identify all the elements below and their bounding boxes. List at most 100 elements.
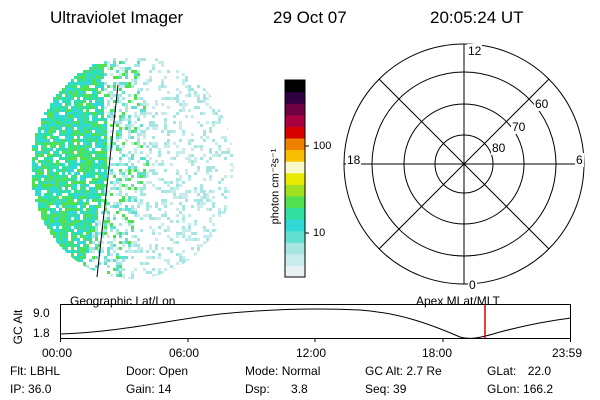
emission-pixel xyxy=(56,235,59,238)
emission-pixel xyxy=(116,178,119,181)
emission-pixel xyxy=(101,181,104,184)
emission-pixel xyxy=(83,229,86,232)
emission-pixel xyxy=(71,88,74,91)
emission-pixel xyxy=(218,214,221,217)
emission-pixel xyxy=(59,244,62,247)
emission-pixel xyxy=(95,94,98,97)
emission-pixel xyxy=(200,190,203,193)
emission-pixel xyxy=(80,91,83,94)
emission-pixel xyxy=(203,130,206,133)
emission-pixel xyxy=(95,106,98,109)
emission-pixel xyxy=(74,250,77,253)
emission-pixel xyxy=(179,178,182,181)
emission-pixel xyxy=(134,208,137,211)
emission-pixel xyxy=(59,178,62,181)
emission-pixel xyxy=(56,148,59,151)
emission-pixel xyxy=(95,103,98,106)
emission-pixel xyxy=(86,214,89,217)
orbit-x-tick-label-0600: 06:00 xyxy=(169,346,200,360)
emission-pixel xyxy=(149,169,152,172)
emission-pixel xyxy=(32,187,35,190)
emission-pixel xyxy=(56,166,59,169)
emission-pixel xyxy=(146,145,149,148)
emission-pixel xyxy=(95,91,98,94)
emission-pixel xyxy=(47,133,50,136)
emission-pixel xyxy=(173,157,176,160)
emission-pixel xyxy=(122,184,125,187)
emission-pixel xyxy=(83,262,86,265)
emission-pixel xyxy=(68,97,71,100)
emission-pixel xyxy=(161,79,164,82)
emission-pixel xyxy=(137,175,140,178)
emission-pixel xyxy=(152,142,155,145)
emission-pixel xyxy=(62,109,65,112)
emission-pixel xyxy=(116,70,119,73)
colorbar-unit-label: photon cm⁻²s⁻¹ xyxy=(269,148,282,225)
emission-pixel xyxy=(113,109,116,112)
emission-pixel xyxy=(62,178,65,181)
emission-pixel xyxy=(104,175,107,178)
emission-pixel xyxy=(86,130,89,133)
emission-pixel xyxy=(53,136,56,139)
emission-pixel xyxy=(152,169,155,172)
emission-pixel xyxy=(188,226,191,229)
emission-pixel xyxy=(155,127,158,130)
emission-pixel xyxy=(56,232,59,235)
emission-pixel xyxy=(182,106,185,109)
terminator-line xyxy=(96,84,119,278)
emission-pixel xyxy=(104,211,107,214)
emission-pixel xyxy=(89,169,92,172)
emission-pixel xyxy=(41,154,44,157)
emission-pixel xyxy=(101,73,104,76)
emission-pixel xyxy=(110,253,113,256)
emission-pixel xyxy=(95,181,98,184)
emission-pixel xyxy=(83,223,86,226)
emission-pixel xyxy=(89,121,92,124)
emission-pixel xyxy=(197,100,200,103)
emission-pixel xyxy=(65,100,68,103)
emission-pixel xyxy=(80,121,83,124)
emission-pixel xyxy=(203,202,206,205)
emission-pixel xyxy=(50,187,53,190)
emission-pixel xyxy=(68,130,71,133)
emission-pixel xyxy=(119,118,122,121)
emission-pixel xyxy=(170,163,173,166)
emission-pixel xyxy=(182,229,185,232)
emission-pixel xyxy=(116,82,119,85)
emission-pixel xyxy=(41,136,44,139)
emission-pixel xyxy=(113,121,116,124)
emission-pixel xyxy=(77,196,80,199)
emission-pixel xyxy=(125,232,128,235)
emission-pixel xyxy=(119,271,122,274)
emission-pixel xyxy=(47,202,50,205)
emission-pixel xyxy=(89,133,92,136)
emission-pixel xyxy=(134,214,137,217)
emission-pixel xyxy=(110,193,113,196)
emission-pixel xyxy=(158,208,161,211)
emission-pixel xyxy=(137,73,140,76)
emission-pixel xyxy=(89,214,92,217)
emission-pixel xyxy=(89,112,92,115)
emission-pixel xyxy=(152,67,155,70)
emission-pixel xyxy=(206,241,209,244)
emission-pixel xyxy=(209,235,212,238)
emission-pixel xyxy=(212,166,215,169)
emission-pixel xyxy=(146,154,149,157)
emission-pixel xyxy=(167,151,170,154)
emission-pixel xyxy=(125,139,128,142)
emission-pixel xyxy=(98,91,101,94)
emission-pixel xyxy=(164,211,167,214)
emission-pixel xyxy=(62,172,65,175)
emission-pixel xyxy=(89,67,92,70)
emission-pixel xyxy=(116,256,119,259)
emission-pixel xyxy=(116,97,119,100)
emission-pixel xyxy=(59,121,62,124)
emission-pixel xyxy=(143,184,146,187)
emission-pixel xyxy=(134,211,137,214)
emission-pixel xyxy=(197,145,200,148)
emission-pixel xyxy=(107,241,110,244)
emission-pixel xyxy=(119,187,122,190)
emission-pixel xyxy=(68,145,71,148)
emission-pixel xyxy=(62,211,65,214)
emission-pixel xyxy=(83,148,86,151)
